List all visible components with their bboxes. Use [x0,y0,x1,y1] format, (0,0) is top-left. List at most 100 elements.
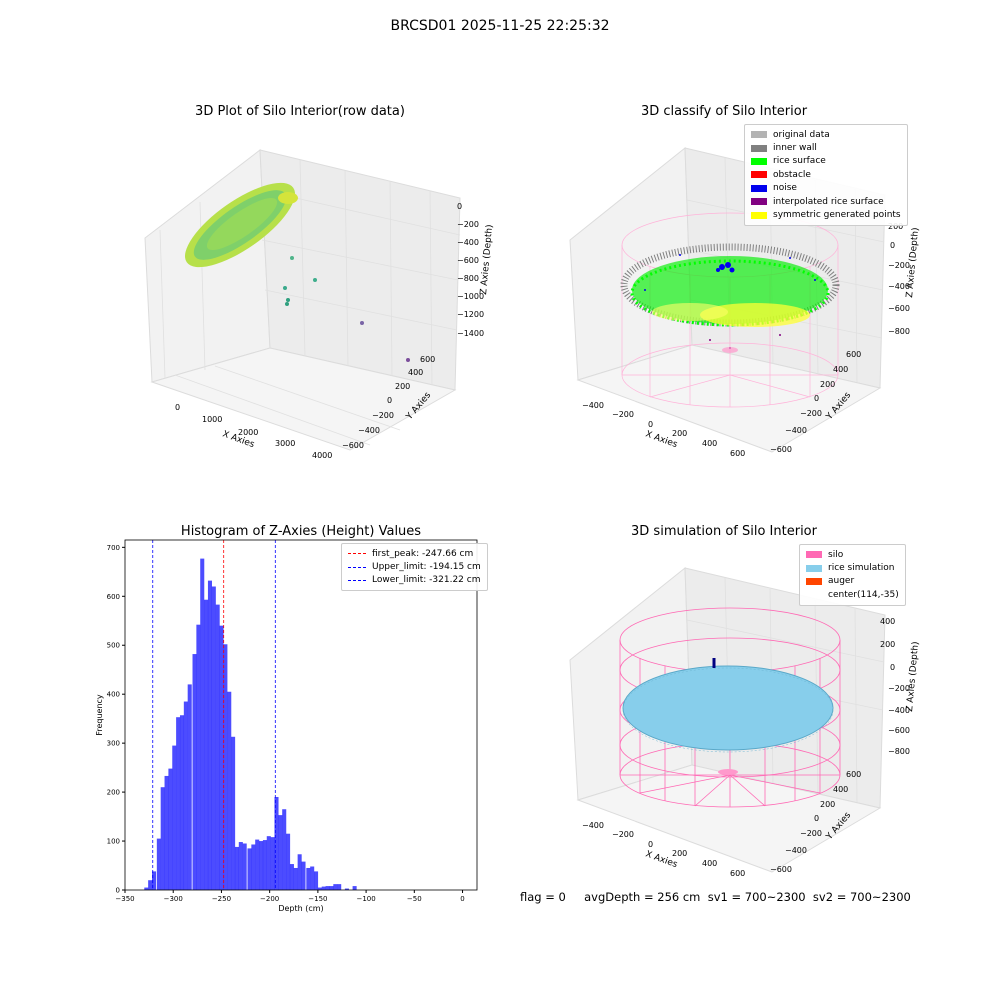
p4-xtick: −200 [612,830,634,839]
p4-ztick: 200 [880,640,895,649]
p4-ztick: 0 [890,663,895,672]
x-tick-label: −50 [407,895,422,903]
p4-ytick: −200 [800,829,822,838]
p4-ztick: −400 [888,706,910,715]
p2-ytick: 600 [846,350,861,359]
panel4-legend: silo rice simulation auger center(114,-3… [799,544,906,606]
histogram-title: Histogram of Z-Axies (Height) Values [180,524,422,539]
x-tick-label: −200 [260,895,279,903]
histogram-bar [259,841,264,890]
histogram-bar [156,838,161,890]
histogram-bar [310,866,315,890]
y-tick-label: 300 [107,740,120,748]
histogram-bar [238,842,243,890]
p1-ytick: −200 [372,411,394,420]
histogram-bar [227,691,232,890]
legend-item: Lower_limit: -321.22 cm [348,574,481,587]
histogram-bar [274,796,279,890]
histogram-bar [255,839,260,890]
y-tick-label: 400 [107,691,120,699]
legend-item: interpolated rice surface [751,195,901,208]
p2-xtick: 0 [648,420,653,429]
p4-ytick: 400 [833,785,848,794]
y-tick-label: 0 [116,887,120,895]
p1-ytick: −400 [358,426,380,435]
legend-item: auger [806,575,899,588]
histogram-xlabel: Depth (cm) [278,904,323,913]
histogram-bar [262,840,267,890]
histogram-bar [204,599,209,890]
histogram-bar [301,861,306,890]
histogram-bar [192,654,197,890]
histogram-bar [187,684,192,890]
histogram-bar [306,867,311,890]
p1-ztick: −1400 [457,329,484,338]
legend-item: rice simulation [806,561,899,574]
panel4-3d-plot: 400 200 0 −200 −400 −600 −800 Z Axies (D… [569,566,921,878]
p4-ztick: −600 [888,726,910,735]
p2-xtick: 200 [672,429,687,438]
histogram-bar [329,886,334,890]
p4-ytick: 200 [820,800,835,809]
histogram-bar [352,886,357,890]
p1-ztick: −1000 [457,292,484,301]
y-tick-label: 100 [107,838,120,846]
legend-item: center(114,-35) [828,589,899,600]
histogram-bar [215,604,220,890]
x-tick-label: −100 [356,895,375,903]
histogram-bar [297,854,302,890]
rice-simulation-surface [622,665,834,751]
histogram-bar [172,745,177,890]
p4-xtick: 400 [702,859,717,868]
histogram-bar [314,871,319,890]
inner-wall-points [620,243,840,327]
p4-xtick: 0 [648,840,653,849]
histogram-bar [270,837,275,890]
p1-ytick: −600 [342,441,364,450]
legend-item: original data [751,128,901,141]
panel2-legend: original data inner wall rice surface ob… [744,124,908,226]
p2-ytick: 200 [820,380,835,389]
y-tick-label: 200 [107,789,120,797]
panel4-title: 3D simulation of Silo Interior [631,524,817,539]
p2-xtick: 600 [730,449,745,458]
histogram-bar [247,848,252,890]
histogram-bar [152,871,157,890]
histogram-bar [282,809,287,890]
histogram-bar [144,887,149,890]
histogram-bar [168,768,173,890]
p1-xtick: 4000 [312,451,332,460]
legend-item: symmetric generated points [751,208,901,221]
figure-title: BRCSD01 2025-11-25 22:25:32 [390,18,610,34]
x-tick-label: −150 [308,895,327,903]
raw-point-cloud [185,182,298,268]
p2-ytick: 0 [814,394,819,403]
p2-xtick: 400 [702,439,717,448]
symmetric-generated-points [700,303,810,327]
histogram-bar [325,886,330,890]
histogram-ylabel: Frequency [95,694,104,736]
histogram-bar [251,844,256,890]
histogram-legend: first_peak: -247.66 cm Upper_limit: -194… [341,543,488,592]
y-tick-label: 600 [107,593,120,601]
legend-item: obstacle [751,168,901,181]
p4-xtick: 200 [672,849,687,858]
p2-ztick: −200 [888,261,910,270]
histogram-bar [321,886,326,890]
legend-item: inner wall [751,141,901,154]
histogram-bar [234,846,239,890]
histogram-bar [333,884,338,890]
histogram-bar [160,787,165,890]
p1-ztick: −400 [457,238,479,247]
p1-xtick: 0 [175,403,180,412]
p1-zlabel: Z Axies (Depth) [479,224,495,295]
histogram-bar [179,715,185,890]
histogram-bar [266,836,271,890]
x-tick-label: −350 [115,895,134,903]
p2-ytick: −200 [800,409,822,418]
x-tick-label: 0 [460,895,464,903]
histogram-bar [200,558,205,890]
p2-xtick: −200 [612,410,634,419]
p1-ztick: −800 [457,274,479,283]
histogram-bar [211,586,216,890]
